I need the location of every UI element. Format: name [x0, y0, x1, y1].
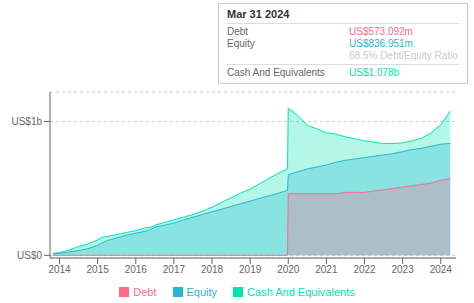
- html-text:Cash And Equivalents: Cash And Equivalents: [247, 286, 355, 298]
- svg-text:2021: 2021: [315, 264, 338, 275]
- svg-text:2017: 2017: [163, 264, 186, 275]
- html-text:Debt: Debt: [227, 26, 249, 37]
- html-text:US$573.092m: US$573.092m: [349, 26, 413, 37]
- svg-text:2024: 2024: [430, 264, 453, 275]
- svg-text:2014: 2014: [48, 264, 71, 275]
- html-text:Equity: Equity: [227, 38, 255, 49]
- svg-text:2023: 2023: [392, 264, 415, 275]
- html-text:Debt: Debt: [133, 286, 157, 298]
- svg-text:2019: 2019: [239, 264, 262, 275]
- svg-text:US$0: US$0: [17, 250, 42, 261]
- html-text:US$1.078b: US$1.078b: [349, 67, 399, 78]
- svg-text:2015: 2015: [87, 264, 110, 275]
- html-text:US$836.951m: US$836.951m: [349, 38, 413, 49]
- svg-text:2022: 2022: [353, 264, 376, 275]
- html-text:Cash And Equivalents: Cash And Equivalents: [227, 67, 325, 78]
- html-text:Equity: Equity: [186, 286, 218, 298]
- html-text:68.5% Debt/Equity Ratio: 68.5% Debt/Equity Ratio: [349, 50, 458, 61]
- svg-text:US$1b: US$1b: [11, 116, 42, 127]
- svg-text:2018: 2018: [201, 264, 224, 275]
- html-text:Mar 31 2024: Mar 31 2024: [227, 8, 290, 20]
- svg-text:2016: 2016: [125, 264, 148, 275]
- svg-text:2020: 2020: [277, 264, 300, 275]
